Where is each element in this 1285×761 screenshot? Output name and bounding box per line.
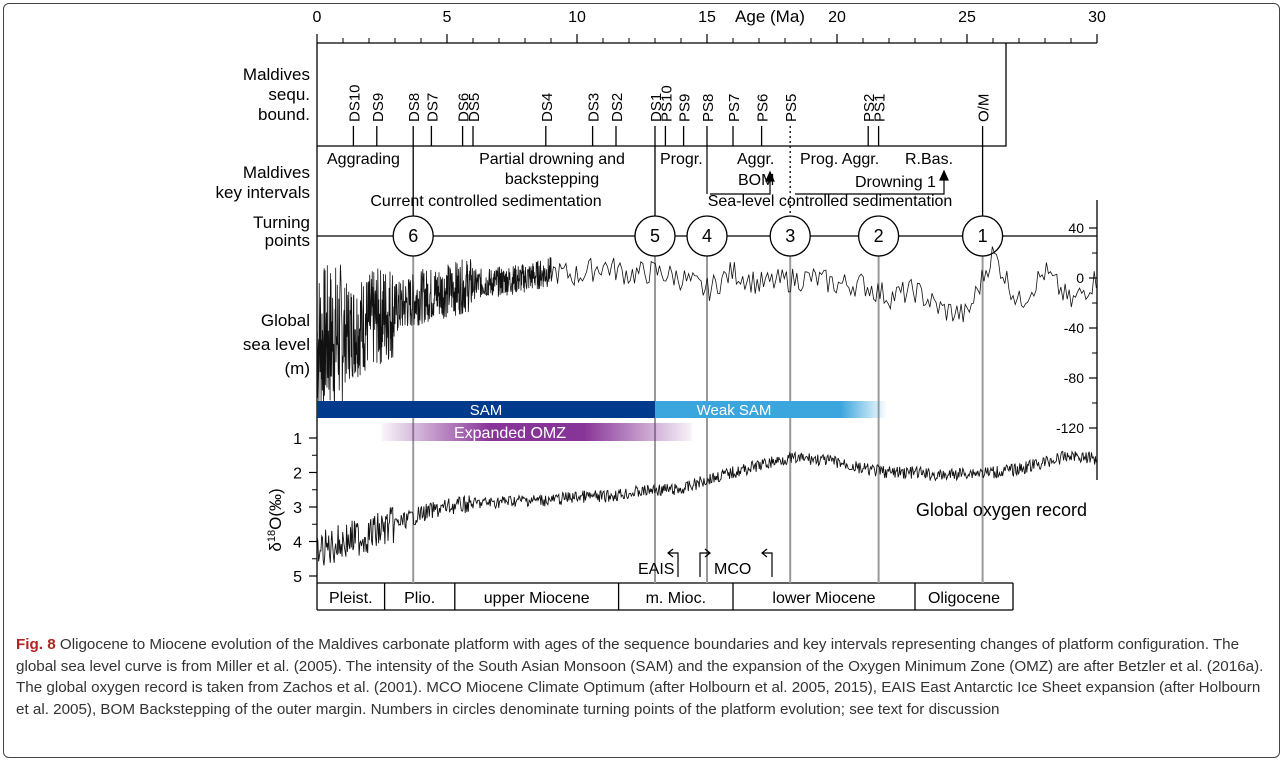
mco-label: MCO bbox=[714, 561, 751, 578]
seq-boundary-label-DS4: DS4 bbox=[539, 93, 556, 122]
epoch-oligocene: Oligocene bbox=[928, 590, 1000, 607]
d18o-tick-label-4: 4 bbox=[293, 535, 302, 552]
sealevel-tick-label--80: -80 bbox=[1064, 370, 1084, 386]
key-drowning-1: Drowning 1 bbox=[855, 174, 936, 191]
monsoon-bands: SAM Weak SAM Expanded OMZ bbox=[317, 401, 887, 442]
seq-boundary-label-PS8: PS8 bbox=[700, 94, 717, 122]
seq-boundary-label-O/M: O/M bbox=[976, 94, 993, 122]
d18o-tick-label-2: 2 bbox=[293, 466, 302, 483]
key-partial-drowning: Partial drowning and bbox=[479, 151, 625, 168]
key-rbas: R.Bas. bbox=[905, 151, 953, 168]
sam-label: SAM bbox=[470, 402, 503, 419]
omz-label: Expanded OMZ bbox=[454, 425, 566, 442]
sealevel-tick-label--120: -120 bbox=[1056, 420, 1084, 436]
key-progr: Progr. bbox=[660, 151, 703, 168]
key-backstepping: backstepping bbox=[505, 171, 599, 188]
row-label-turning-2: points bbox=[265, 231, 310, 250]
epoch-plio: Plio. bbox=[404, 590, 435, 607]
age-tick-label-0: 0 bbox=[313, 9, 322, 26]
sealevel-axis: 40 0 -40 -80 -120 bbox=[1056, 220, 1097, 436]
turning-point-label-3: 3 bbox=[785, 226, 795, 246]
weak-sam-label: Weak SAM bbox=[697, 402, 772, 419]
seq-boundary-label-PS10: PS10 bbox=[658, 85, 675, 122]
row-label-sequ-2: sequ. bbox=[268, 85, 310, 104]
turning-point-label-5: 5 bbox=[650, 226, 660, 246]
turning-point-label-2: 2 bbox=[874, 226, 884, 246]
d18o-axis: 1 2 3 4 5 bbox=[293, 431, 317, 586]
row-label-key-2: key intervals bbox=[216, 183, 310, 202]
seq-boundary-label-DS7: DS7 bbox=[424, 93, 441, 122]
row-label-sealevel-2: sea level bbox=[243, 335, 310, 354]
row-label-sequ-3: bound. bbox=[258, 105, 310, 124]
turning-point-label-6: 6 bbox=[408, 226, 418, 246]
turning-point-label-4: 4 bbox=[702, 226, 712, 246]
seq-boundary-label-PS5: PS5 bbox=[783, 94, 800, 122]
seq-boundary-label-DS2: DS2 bbox=[609, 93, 626, 122]
turning-point-label-1: 1 bbox=[978, 226, 988, 246]
age-axis-label: Age (Ma) bbox=[735, 7, 805, 26]
row-label-sealevel-1: Global bbox=[261, 311, 310, 330]
sealevel-tick-label-40: 40 bbox=[1068, 220, 1084, 236]
seq-boundary-label-PS9: PS9 bbox=[677, 94, 694, 122]
seq-boundary-label-DS9: DS9 bbox=[370, 93, 387, 122]
key-prog-aggr: Prog. Aggr. bbox=[800, 151, 879, 168]
epoch-pleist: Pleist. bbox=[329, 590, 373, 607]
epoch-uppermiocene: upper Miocene bbox=[484, 590, 590, 607]
seq-boundary-label-PS6: PS6 bbox=[755, 94, 772, 122]
seq-boundary-label-PS7: PS7 bbox=[726, 94, 743, 122]
key-intervals: Aggrading Partial drowning and backstepp… bbox=[327, 151, 953, 210]
epoch-mmioc: m. Mioc. bbox=[646, 590, 706, 607]
d18o-tick-label-1: 1 bbox=[293, 431, 302, 448]
d18o-tick-label-5: 5 bbox=[293, 569, 302, 586]
key-aggr: Aggr. bbox=[737, 151, 774, 168]
age-tick-label-30: 30 bbox=[1088, 9, 1106, 26]
caption-text: Oligocene to Miocene evolution of the Ma… bbox=[16, 636, 1263, 718]
figure-caption: Fig. 8 Oligocene to Miocene evolution of… bbox=[16, 634, 1271, 720]
row-label-key-1: Maldives bbox=[243, 163, 310, 182]
age-tick-label-20: 20 bbox=[828, 9, 846, 26]
age-tick-label-15: 15 bbox=[698, 9, 716, 26]
age-tick-label-25: 25 bbox=[958, 9, 976, 26]
sealevel-tick-label--40: -40 bbox=[1064, 320, 1084, 336]
epoch-row: Pleist. Plio. upper Miocene m. Mioc. lower M… bbox=[329, 583, 1013, 610]
seq-boundary-label-DS8: DS8 bbox=[406, 93, 423, 122]
row-label-turning-1: Turning bbox=[253, 213, 310, 232]
sealevel-tick-label-0: 0 bbox=[1076, 270, 1084, 286]
age-tick-label-5: 5 bbox=[443, 9, 452, 26]
seq-boundary-label-PS1: PS1 bbox=[872, 94, 889, 122]
seq-boundary-label-DS5: DS5 bbox=[466, 93, 483, 122]
seq-boundary-label-DS3: DS3 bbox=[586, 93, 603, 122]
d18o-tick-label-3: 3 bbox=[293, 500, 302, 517]
epoch-lowermiocene: lower Miocene bbox=[772, 590, 875, 607]
caption-label: Fig. 8 bbox=[16, 636, 56, 653]
row-label-sequ-1: Maldives bbox=[243, 65, 310, 84]
age-tick-label-10: 10 bbox=[568, 9, 586, 26]
key-current-controlled: Current controlled sedimentation bbox=[370, 193, 601, 210]
eais-label: EAIS bbox=[638, 561, 674, 578]
key-sea-level-controlled: Sea-level controlled sedimentation bbox=[708, 193, 953, 210]
climate-events: EAIS MCO bbox=[638, 549, 772, 578]
row-label-sealevel-3: (m) bbox=[285, 359, 310, 378]
key-aggrading: Aggrading bbox=[327, 151, 400, 168]
d18o-label: δ18O(‰) bbox=[266, 488, 285, 551]
seq-boundary-label-DS10: DS10 bbox=[346, 84, 363, 122]
drowning-arrow-head bbox=[940, 171, 948, 180]
age-ticks: 0 5 10 15 20 25 30 bbox=[313, 9, 1106, 43]
oxygen-record-label: Global oxygen record bbox=[916, 500, 1087, 520]
row-labels: Maldives sequ. bound. Maldives key inter… bbox=[216, 65, 310, 378]
